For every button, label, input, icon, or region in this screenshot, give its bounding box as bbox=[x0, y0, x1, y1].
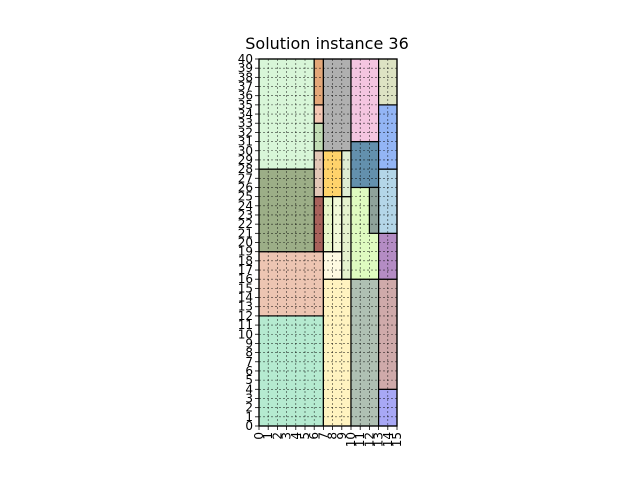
x-tick-label: 4 bbox=[289, 432, 303, 440]
packed-rectangle bbox=[313, 122, 325, 152]
packed-rectangle bbox=[378, 58, 398, 106]
chart-title: Solution instance 36 bbox=[245, 34, 409, 53]
x-tick-label: 15 bbox=[390, 432, 404, 447]
y-tick-label: 4 bbox=[245, 382, 253, 396]
y-tick-label: 10 bbox=[238, 327, 253, 341]
y-tick-label: 37 bbox=[238, 80, 253, 94]
packed-rectangle bbox=[313, 150, 325, 198]
y-tick-label: 17 bbox=[238, 263, 253, 277]
y-tick-label: 38 bbox=[238, 70, 253, 84]
y-tick-label: 21 bbox=[238, 226, 253, 240]
y-tick-label: 11 bbox=[238, 318, 253, 332]
x-tick-label: 11 bbox=[353, 432, 367, 447]
x-tick-label: 6 bbox=[307, 432, 321, 440]
x-tick-label: 3 bbox=[280, 432, 294, 440]
x-tick-label: 7 bbox=[316, 432, 330, 440]
y-tick-label: 9 bbox=[245, 336, 253, 350]
y-tick-label: 27 bbox=[238, 171, 253, 185]
packed-rectangle bbox=[350, 140, 380, 189]
y-tick-label: 22 bbox=[238, 217, 253, 231]
y-tick-label: 23 bbox=[238, 208, 253, 222]
x-tick-label: 2 bbox=[270, 432, 284, 440]
x-tick-label: 10 bbox=[344, 432, 358, 447]
y-tick-label: 24 bbox=[238, 199, 253, 213]
y-tick-label: 25 bbox=[238, 190, 253, 204]
packed-rectangle bbox=[341, 150, 352, 198]
y-tick-label: 16 bbox=[238, 272, 253, 286]
y-tick-label: 5 bbox=[245, 373, 253, 387]
packed-rectangle bbox=[350, 58, 380, 143]
y-tick-label: 39 bbox=[238, 61, 253, 75]
y-tick-label: 2 bbox=[245, 401, 253, 415]
x-tick-label: 14 bbox=[381, 432, 395, 447]
packed-rectangle bbox=[258, 251, 325, 317]
y-tick-label: 29 bbox=[238, 153, 253, 167]
y-tick-label: 7 bbox=[245, 355, 253, 369]
packed-rectangle bbox=[322, 150, 343, 198]
y-tick-label: 31 bbox=[238, 135, 253, 149]
x-tick-label: 0 bbox=[252, 432, 266, 440]
x-tick-label: 5 bbox=[298, 432, 312, 440]
x-tick-label: 1 bbox=[261, 432, 275, 440]
packed-rectangle bbox=[368, 186, 380, 234]
y-tick-label: 19 bbox=[238, 245, 253, 259]
y-tick-label: 1 bbox=[245, 410, 253, 424]
y-tick-label: 35 bbox=[238, 98, 253, 112]
y-tick-label: 15 bbox=[238, 281, 253, 295]
y-tick-label: 36 bbox=[238, 89, 253, 103]
x-tick-label: 9 bbox=[335, 432, 349, 440]
y-axis: 0123456789101112131415161718192021222324… bbox=[238, 52, 259, 433]
y-tick-label: 32 bbox=[238, 125, 253, 139]
y-tick-label: 20 bbox=[238, 236, 253, 250]
y-tick-label: 18 bbox=[238, 254, 253, 268]
packed-rectangle bbox=[313, 58, 325, 106]
y-tick-label: 6 bbox=[245, 364, 253, 378]
y-tick-label: 0 bbox=[245, 419, 253, 433]
y-tick-label: 13 bbox=[238, 300, 253, 314]
y-tick-label: 40 bbox=[238, 52, 253, 66]
x-tick-label: 13 bbox=[372, 432, 386, 447]
y-tick-label: 3 bbox=[245, 391, 253, 405]
y-tick-label: 28 bbox=[238, 162, 253, 176]
y-tick-label: 26 bbox=[238, 180, 253, 194]
x-tick-label: 8 bbox=[326, 432, 340, 440]
y-tick-label: 30 bbox=[238, 144, 253, 158]
grid-layer bbox=[259, 59, 397, 426]
y-tick-label: 12 bbox=[238, 309, 253, 323]
y-tick-label: 14 bbox=[238, 291, 253, 305]
x-tick-label: 12 bbox=[362, 432, 376, 447]
y-tick-label: 8 bbox=[245, 346, 253, 360]
y-tick-label: 34 bbox=[238, 107, 253, 121]
packed-rectangle bbox=[341, 196, 352, 280]
y-tick-label: 33 bbox=[238, 116, 253, 130]
